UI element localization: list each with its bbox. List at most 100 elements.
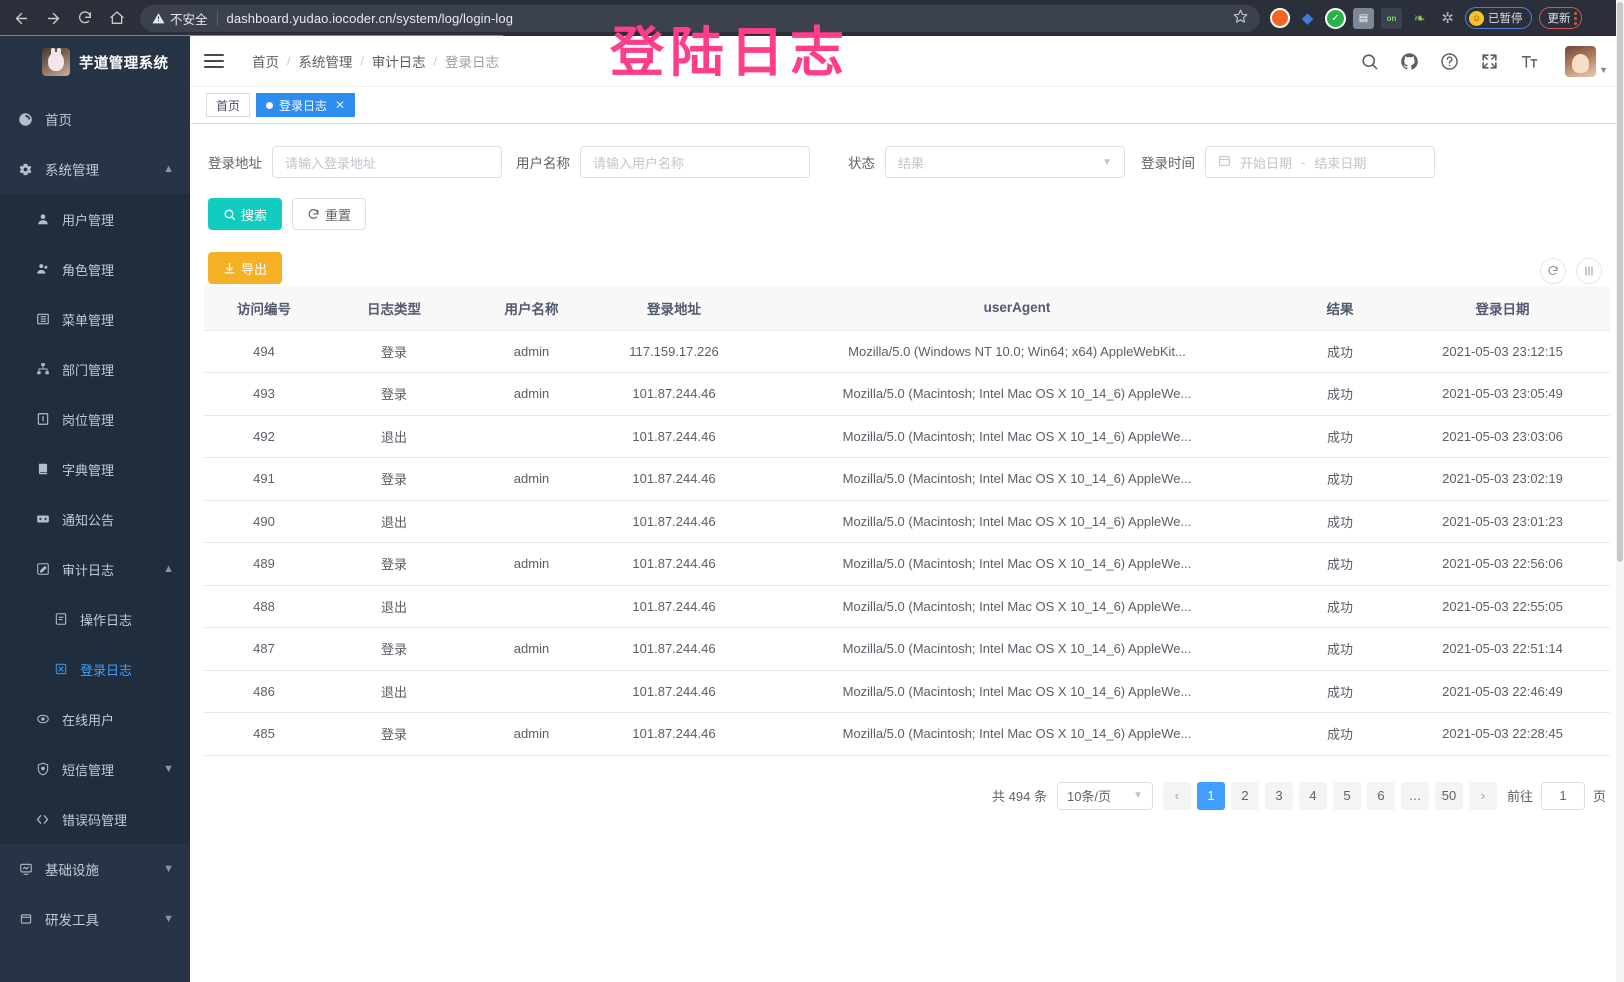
sidebar-item-operation-log[interactable]: 操作日志: [0, 594, 190, 644]
table-row[interactable]: 492 退出 101.87.244.46 Mozilla/5.0 (Macintosh…: [204, 415, 1610, 458]
field-label: 登录时间: [1141, 156, 1195, 171]
table-row[interactable]: 485 登录 admin 101.87.244.46 Mozilla/5.0 (Maci…: [204, 712, 1610, 756]
page-button-5[interactable]: 5: [1332, 781, 1361, 810]
page-button-2[interactable]: 2: [1230, 781, 1259, 810]
sidebar-item-login-log[interactable]: 登录日志: [0, 644, 190, 694]
forward-arrow-icon[interactable]: [38, 3, 68, 33]
table-row[interactable]: 490 退出 101.87.244.46 Mozilla/5.0 (Macintosh…: [204, 500, 1610, 543]
breadcrumb-item-audit[interactable]: 审计日志: [371, 55, 426, 70]
extension-on-badge[interactable]: on: [1381, 7, 1402, 29]
reload-icon[interactable]: [70, 3, 100, 33]
table-row[interactable]: 488 退出 101.87.244.46 Mozilla/5.0 (Macintosh…: [204, 585, 1610, 628]
paused-status-pill[interactable]: ☺ 已暂停: [1465, 7, 1532, 29]
sidebar-item-audit-log[interactable]: 审计日志 ▲: [0, 544, 190, 594]
brand-row[interactable]: 芋道管理系统: [0, 36, 190, 88]
page-scrollbar-thumb[interactable]: [1617, 2, 1623, 562]
td-log-type: 登录: [324, 330, 464, 373]
sidebar-item-infra[interactable]: 基础设施 ▼: [0, 844, 190, 894]
page-scrollbar-track[interactable]: [1616, 0, 1624, 982]
sidebar-item-label: 角色管理: [62, 262, 115, 278]
prev-page-button[interactable]: ‹: [1162, 781, 1191, 810]
table-row[interactable]: 487 登录 admin 101.87.244.46 Mozilla/5.0 (Maci…: [204, 627, 1610, 671]
sidebar-item-online-user[interactable]: 在线用户: [0, 694, 190, 744]
help-icon[interactable]: [1439, 51, 1460, 72]
page-ellipsis[interactable]: …: [1400, 781, 1429, 810]
page-button-4[interactable]: 4: [1298, 781, 1327, 810]
page-button-6[interactable]: 6: [1366, 781, 1395, 810]
next-page-button[interactable]: ›: [1468, 781, 1497, 810]
sidebar-item-home[interactable]: 首页: [0, 94, 190, 144]
chevron-down-icon: ▼: [1102, 156, 1112, 168]
extension-green-leaf[interactable]: ❧: [1413, 9, 1426, 26]
breadcrumb-item-system[interactable]: 系统管理: [298, 55, 353, 70]
td-login-ip: 101.87.244.46: [599, 627, 749, 671]
breadcrumb-item-home[interactable]: 首页: [252, 55, 279, 70]
edit-doc-icon: [34, 561, 51, 578]
table-row[interactable]: 489 登录 admin 101.87.244.46 Mozilla/5.0 (Maci…: [204, 542, 1610, 586]
sidebar-item-user-mgmt[interactable]: 用户管理: [0, 194, 190, 244]
sidebar-item-role-mgmt[interactable]: 角色管理: [0, 244, 190, 294]
table-row[interactable]: 491 登录 admin 101.87.244.46 Mozilla/5.0 (Maci…: [204, 457, 1610, 501]
hamburger-icon[interactable]: [204, 50, 226, 72]
reset-button[interactable]: 重置: [292, 198, 367, 230]
sidebar-item-label: 岗位管理: [62, 412, 115, 428]
close-icon[interactable]: ✕: [335, 98, 346, 112]
sidebar-item-devtools[interactable]: 研发工具 ▼: [0, 894, 190, 944]
column-settings-icon[interactable]: [1576, 258, 1602, 284]
chevron-down-icon: ▼: [163, 863, 174, 875]
security-indicator[interactable]: 不安全: [152, 9, 208, 28]
table-row[interactable]: 494 登录 admin 117.159.17.226 Mozilla/5.0 (Win…: [204, 330, 1610, 373]
login-time-daterange[interactable]: 开始日期 - 结束日期: [1205, 146, 1435, 178]
refresh-table-icon[interactable]: [1540, 258, 1566, 284]
sidebar-item-menu-mgmt[interactable]: 菜单管理: [0, 294, 190, 344]
sidebar-item-dict-mgmt[interactable]: 字典管理: [0, 444, 190, 494]
login-log-icon: [52, 661, 69, 678]
update-button[interactable]: 更新: [1538, 7, 1582, 29]
home-icon[interactable]: [102, 3, 132, 33]
page-button-50[interactable]: 50: [1434, 781, 1463, 810]
username-input[interactable]: 请输入用户名称: [580, 146, 810, 178]
search-icon[interactable]: [1359, 51, 1380, 72]
table-row[interactable]: 493 登录 admin 101.87.244.46 Mozilla/5.0 (Maci…: [204, 372, 1610, 416]
chevron-down-icon: ▼: [163, 913, 174, 925]
chrome-menu-icon[interactable]: [1573, 11, 1577, 25]
address-bar[interactable]: 不安全 dashboard.yudao.iocoder.cn/system/lo…: [140, 4, 1260, 32]
input-placeholder: 请输入用户名称: [593, 155, 685, 171]
github-icon[interactable]: [1399, 51, 1420, 72]
bookmark-star-icon[interactable]: [1223, 9, 1248, 27]
extension-blue-doc[interactable]: ▤: [1353, 7, 1374, 29]
extension-blue-diamond[interactable]: ◆: [1301, 10, 1314, 27]
sidebar-item-label: 操作日志: [80, 612, 133, 628]
tab-home[interactable]: 首页: [206, 93, 251, 117]
page-button-1[interactable]: 1: [1196, 781, 1225, 810]
back-arrow-icon[interactable]: [6, 3, 36, 33]
tab-login-log[interactable]: 登录日志 ✕: [256, 93, 356, 117]
extension-puzzle-icon[interactable]: ✲: [1441, 10, 1454, 27]
page-button-3[interactable]: 3: [1264, 781, 1293, 810]
font-size-icon[interactable]: [1519, 51, 1540, 72]
extensions-row: ◆ ✓ ▤ on ❧ ✲ ☺ 已暂停 更新: [1270, 7, 1584, 29]
export-button[interactable]: 导出: [208, 252, 283, 284]
extension-green-check[interactable]: ✓: [1325, 7, 1346, 29]
sidebar-item-post-mgmt[interactable]: 岗位管理: [0, 394, 190, 444]
login-address-input[interactable]: 请输入登录地址: [272, 146, 502, 178]
td-result: 成功: [1285, 542, 1395, 586]
jump-page-input[interactable]: 1: [1540, 781, 1585, 810]
smiley-icon: ☺: [1469, 10, 1484, 26]
sidebar-item-system[interactable]: 系统管理 ▲: [0, 144, 190, 194]
sidebar: 芋道管理系统 首页 系统管理 ▲: [0, 36, 190, 982]
login-log-table: 访问编号 日志类型 用户名称 登录地址 userAgent 结果 登录日期 49…: [204, 286, 1610, 756]
gear-icon: [17, 161, 34, 178]
search-button[interactable]: 搜索: [208, 198, 283, 230]
sidebar-item-error-code[interactable]: 错误码管理: [0, 794, 190, 844]
sidebar-item-notice[interactable]: 通知公告: [0, 494, 190, 544]
sidebar-item-sms-mgmt[interactable]: 短信管理 ▼: [0, 744, 190, 794]
status-select[interactable]: 结果 ▼: [885, 146, 1125, 178]
page-size-select[interactable]: 10条/页 ▼: [1056, 781, 1153, 810]
sidebar-item-dept-mgmt[interactable]: 部门管理: [0, 344, 190, 394]
fullscreen-icon[interactable]: [1479, 51, 1500, 72]
extension-orange-circle[interactable]: [1270, 8, 1290, 28]
avatar[interactable]: ▼: [1565, 45, 1608, 77]
table-row[interactable]: 486 退出 101.87.244.46 Mozilla/5.0 (Macintosh…: [204, 670, 1610, 713]
